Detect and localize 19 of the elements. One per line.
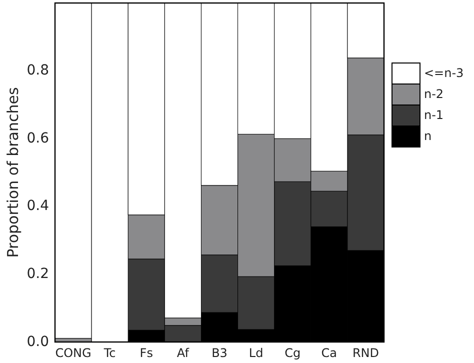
x-tick-label: Ca bbox=[321, 346, 338, 360]
y-tick-label: 0.0 bbox=[26, 334, 49, 350]
x-tick-label: Cg bbox=[284, 346, 301, 360]
y-tick-label: 0.6 bbox=[26, 130, 50, 146]
legend-label: n bbox=[424, 128, 432, 143]
x-tick-label: CONG bbox=[55, 346, 92, 360]
y-tick-label: 0.2 bbox=[26, 266, 49, 282]
legend-label: n-1 bbox=[424, 108, 444, 122]
y-tick-label: 0.4 bbox=[26, 198, 50, 214]
y-axis-title: Proportion of branches bbox=[4, 87, 22, 258]
x-tick-label: Af bbox=[176, 346, 190, 360]
x-tick-label: B3 bbox=[212, 346, 228, 360]
legend-label: <=n-3 bbox=[424, 66, 464, 80]
x-tick-label: Tc bbox=[102, 346, 116, 360]
x-tick-label: RND bbox=[352, 346, 380, 360]
x-tick-label: Fs bbox=[140, 346, 153, 360]
x-tick-label: Ld bbox=[248, 346, 264, 360]
y-tick-label: 0.8 bbox=[26, 62, 49, 79]
legend-label: n-2 bbox=[424, 86, 444, 101]
